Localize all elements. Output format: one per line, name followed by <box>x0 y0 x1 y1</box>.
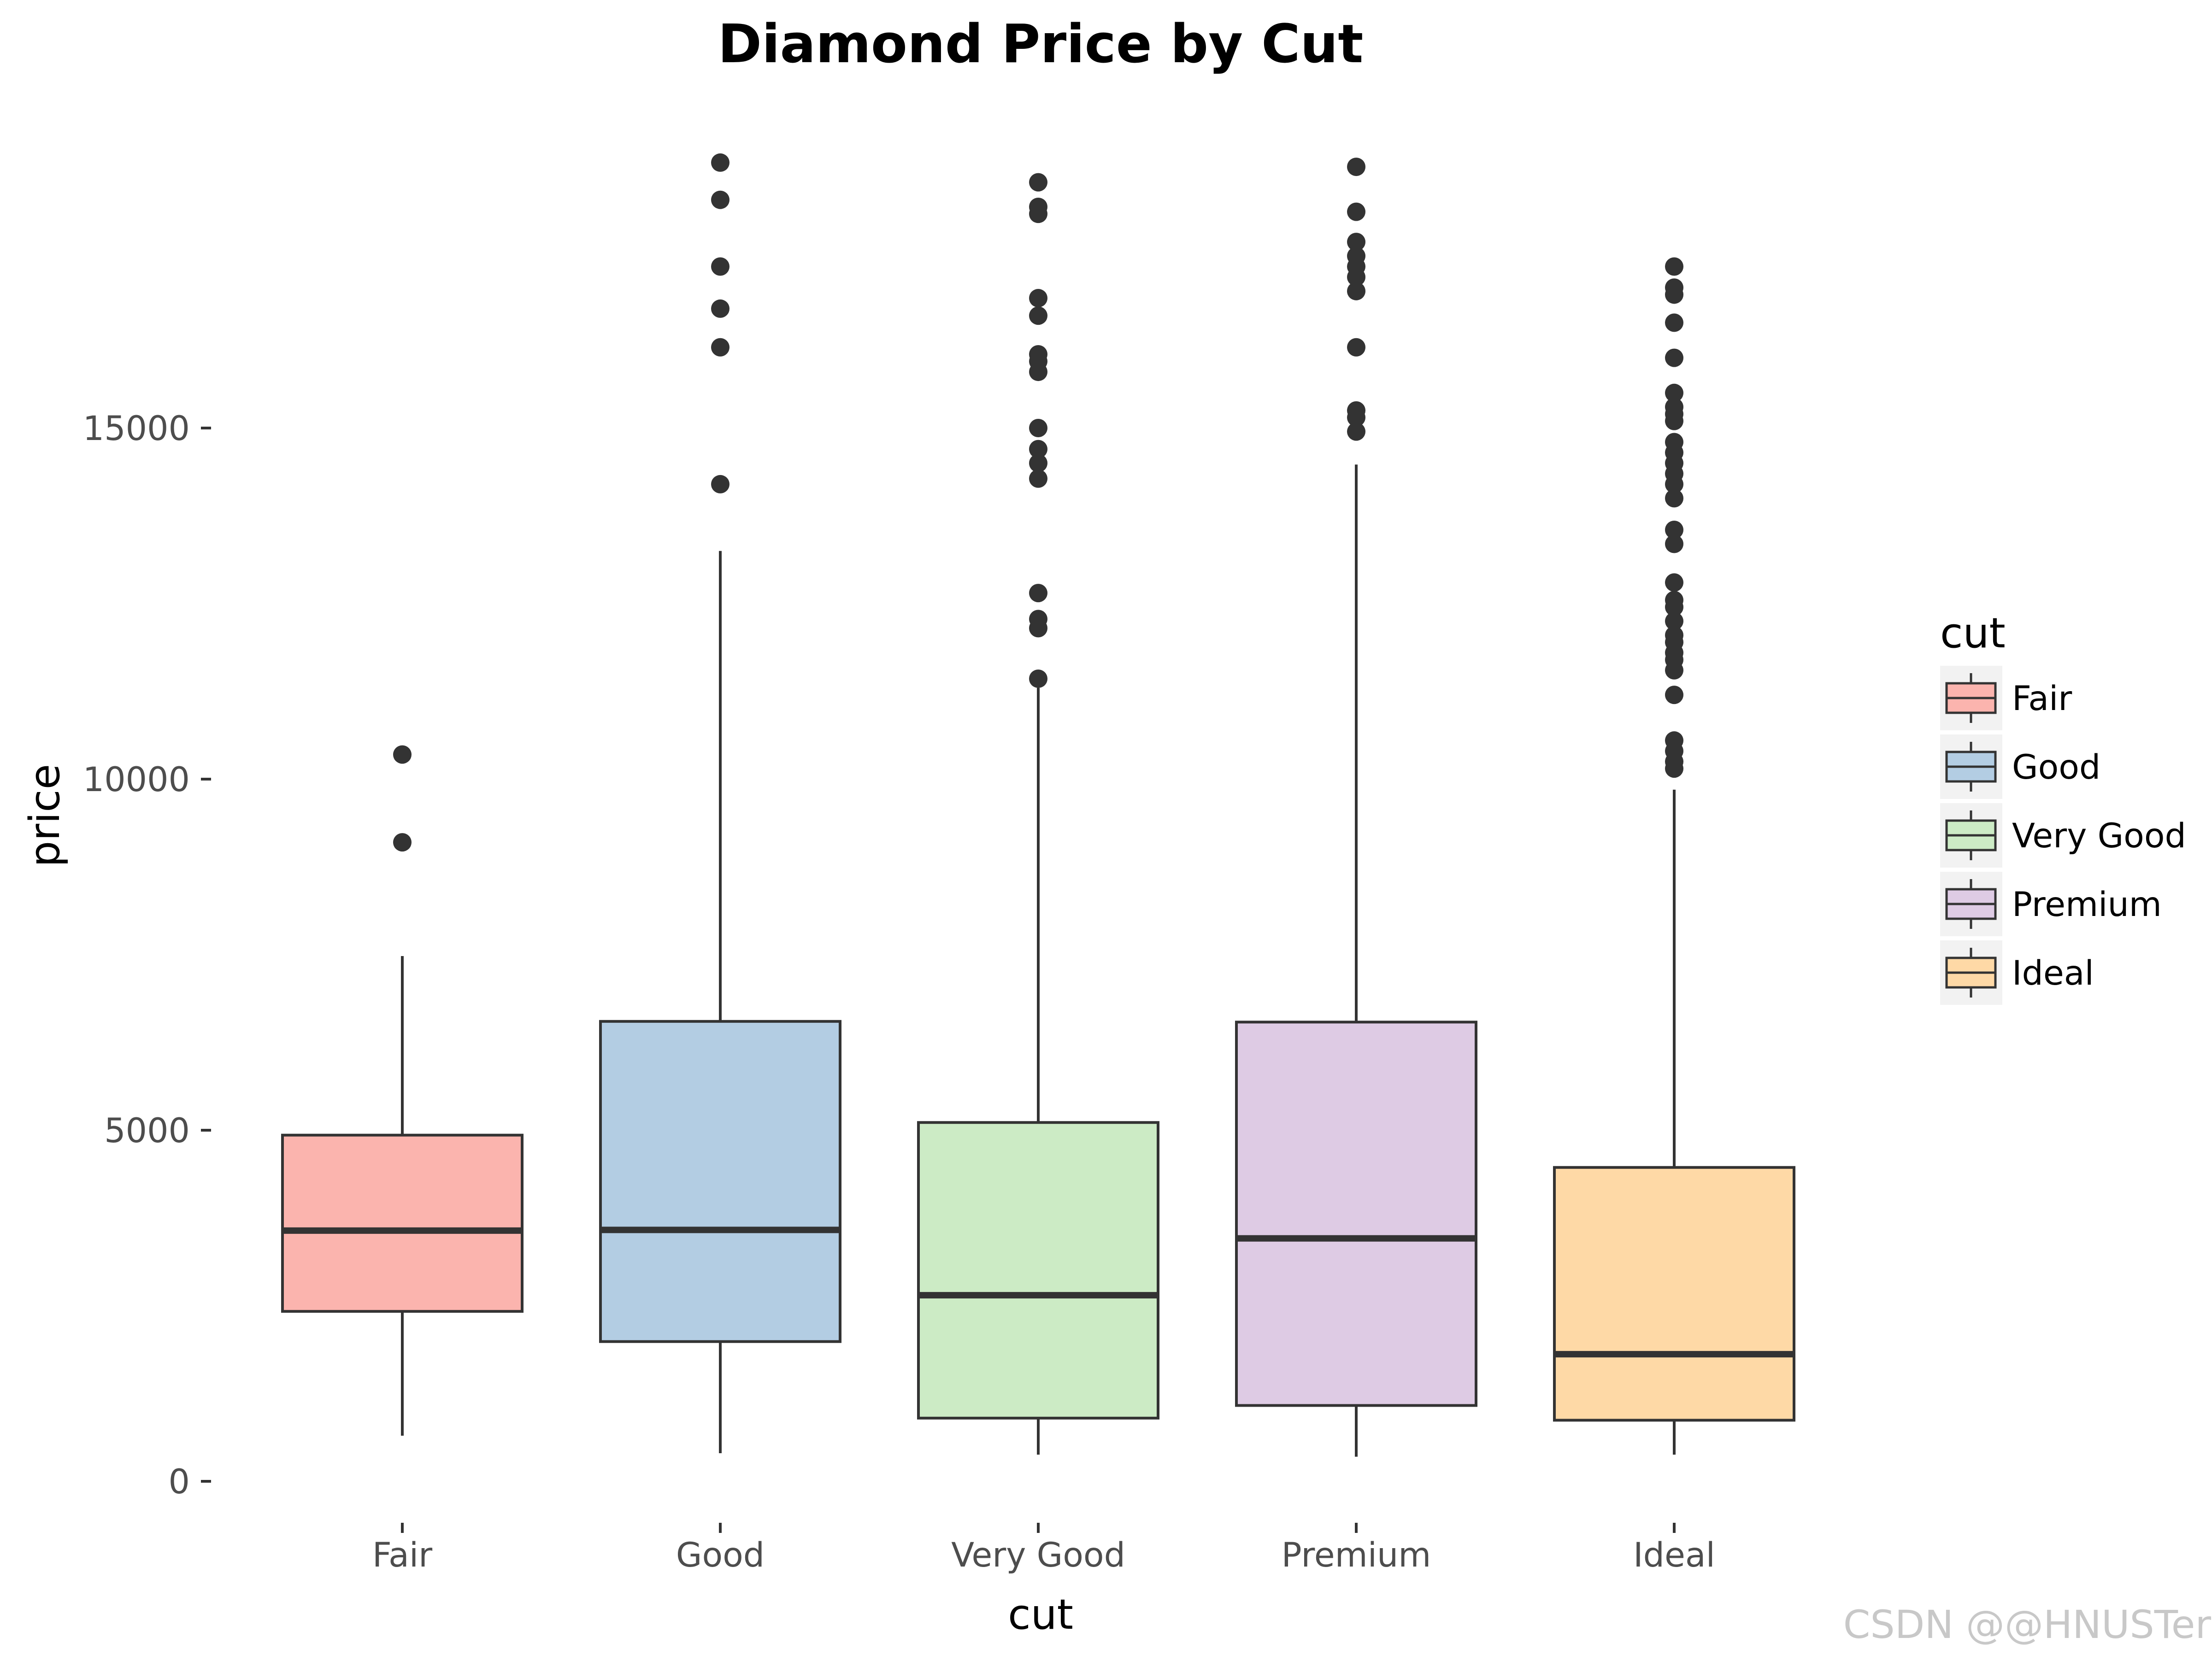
outlier-point <box>1029 669 1047 688</box>
outlier-point <box>1665 257 1683 276</box>
outlier-point <box>1347 422 1365 441</box>
box-group-premium <box>1235 158 1477 1457</box>
legend-label: Very Good <box>2012 816 2186 856</box>
outlier-point <box>1665 626 1683 645</box>
legend-item-premium: Premium <box>1940 872 2162 936</box>
outlier-point <box>1347 338 1365 357</box>
outlier-point <box>1029 440 1047 458</box>
legend-item-fair: Fair <box>1940 666 2072 730</box>
outlier-point <box>1029 345 1047 364</box>
box-group-ideal <box>1553 257 1795 1455</box>
x-tick-label: Ideal <box>1633 1536 1715 1575</box>
legend-label: Good <box>2012 748 2100 787</box>
outlier-point <box>1665 433 1683 452</box>
legend-label: Ideal <box>2012 954 2094 993</box>
outlier-point <box>711 338 729 357</box>
outlier-point <box>1665 348 1683 367</box>
x-tick-label: Premium <box>1282 1536 1431 1575</box>
outlier-point <box>393 745 412 764</box>
outlier-point <box>1347 158 1365 176</box>
outlier-point <box>393 833 412 852</box>
outlier-point <box>1665 534 1683 553</box>
legend-title: cut <box>1940 609 2006 657</box>
outlier-point <box>1665 591 1683 610</box>
x-tick-label: Good <box>676 1536 765 1575</box>
y-tick-label: 10000 <box>83 760 190 799</box>
legend-item-ideal: Ideal <box>1940 940 2094 1005</box>
outlier-point <box>1665 313 1683 332</box>
outlier-point <box>1029 197 1047 216</box>
outlier-point <box>1665 573 1683 592</box>
outlier-point <box>1347 401 1365 420</box>
iqr-box <box>1235 1021 1477 1407</box>
outlier-point <box>1029 306 1047 325</box>
outlier-point <box>1029 454 1047 473</box>
outlier-point <box>1347 202 1365 221</box>
legend-label: Fair <box>2012 679 2072 718</box>
chart-title: Diamond Price by Cut <box>718 13 1364 75</box>
outlier-point <box>1665 520 1683 539</box>
outlier-point <box>1347 233 1365 252</box>
outlier-point <box>1029 610 1047 628</box>
outlier-point <box>1665 612 1683 631</box>
box-group-good <box>599 153 841 1454</box>
legend-label: Premium <box>2012 885 2162 924</box>
outlier-point <box>1029 469 1047 488</box>
y-axis-title: price <box>21 764 69 867</box>
outlier-point <box>1665 278 1683 297</box>
iqr-box <box>917 1121 1159 1420</box>
outlier-point <box>1029 173 1047 192</box>
outlier-point <box>1347 282 1365 300</box>
box-group-very-good <box>917 173 1159 1455</box>
x-tick-label: Very Good <box>951 1536 1125 1575</box>
iqr-box <box>599 1020 841 1343</box>
y-tick-label: 5000 <box>104 1111 190 1150</box>
outlier-point <box>711 153 729 172</box>
outlier-point <box>711 299 729 318</box>
plot-area <box>281 153 1795 1457</box>
outlier-point <box>1029 419 1047 437</box>
outlier-point <box>1665 398 1683 417</box>
axes: 0 5000 10000 15000 Fair Good Very Good Premium I… <box>83 409 1715 1575</box>
y-tick-label: 0 <box>169 1462 190 1502</box>
outlier-point <box>1665 731 1683 750</box>
outlier-point <box>711 190 729 209</box>
legend-item-very-good: Very Good <box>1940 803 2186 868</box>
outlier-point <box>711 257 729 276</box>
outlier-point <box>1665 489 1683 508</box>
outlier-point <box>1029 289 1047 308</box>
iqr-box <box>1553 1166 1795 1422</box>
legend-item-good: Good <box>1940 734 2100 799</box>
box-group-fair <box>281 745 524 1436</box>
outlier-point <box>711 475 729 493</box>
y-tick-label: 15000 <box>83 409 190 448</box>
outlier-point <box>1665 383 1683 402</box>
outlier-point <box>1029 584 1047 603</box>
watermark: CSDN @@HNUSTer <box>1843 1602 2212 1647</box>
outlier-point <box>1665 686 1683 704</box>
x-tick-label: Fair <box>372 1536 433 1575</box>
iqr-box <box>281 1133 524 1313</box>
x-axis-title: cut <box>1008 1591 1073 1639</box>
outlier-point <box>1347 247 1365 265</box>
